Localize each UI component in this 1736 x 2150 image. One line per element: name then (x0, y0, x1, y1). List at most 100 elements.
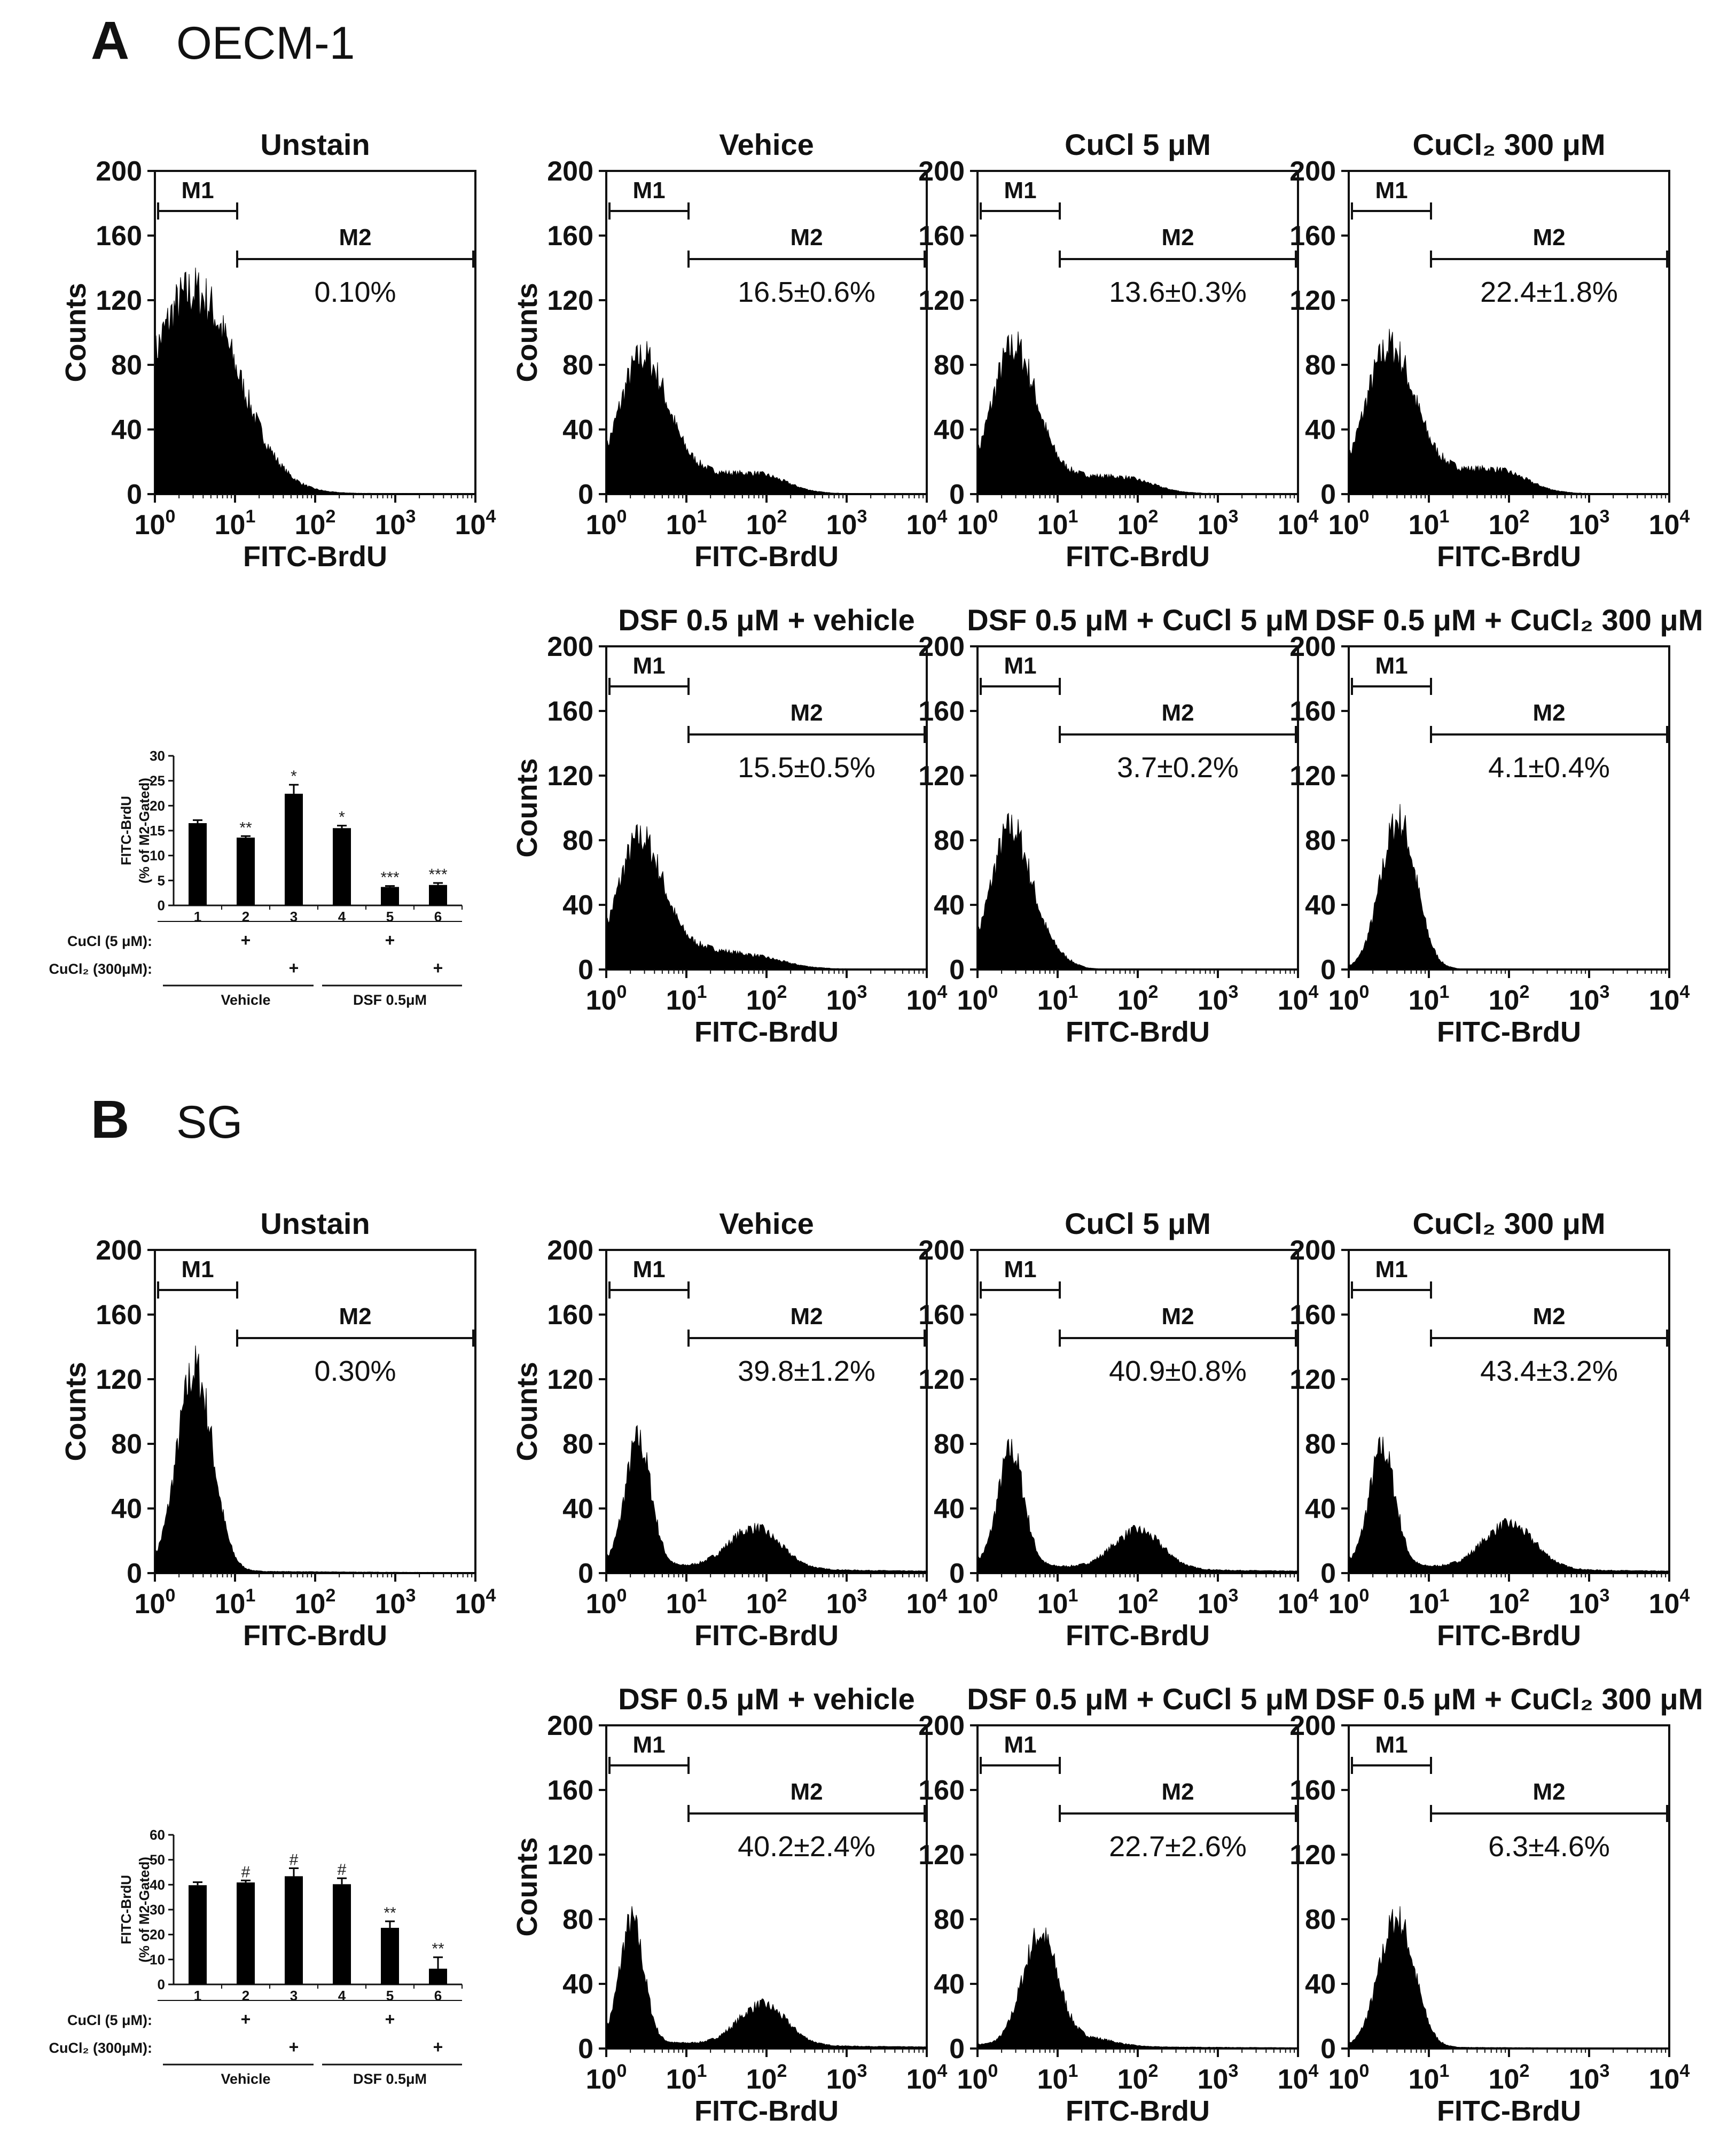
hist-ytick-label: 200 (547, 156, 593, 187)
gate-m2-label: M2 (1161, 224, 1194, 251)
hist-ytick-label: 40 (1305, 415, 1336, 445)
hist-title: CuCl 5 μM (1065, 128, 1211, 161)
hist-xtick-label: 100 (135, 506, 176, 541)
hist-ytick-label: 80 (562, 350, 593, 381)
hist-ytick-label: 0 (949, 479, 965, 510)
hist-xtick-label: 101 (215, 506, 256, 541)
hist-xlabel: FITC-BrdU (694, 2095, 839, 2127)
hist-xlabel: FITC-BrdU (1437, 1016, 1581, 1048)
hist-xtick-label: 103 (1569, 2061, 1610, 2095)
hist-ytick-label: 120 (547, 761, 593, 792)
hist-xtick-label: 104 (1278, 2061, 1319, 2095)
bar-ytick-label: 0 (158, 897, 165, 913)
hist-xtick-label: 103 (1198, 506, 1239, 541)
hist-ytick-label: 160 (547, 696, 593, 727)
hist-ytick-label: 120 (547, 1840, 593, 1871)
hist-xtick-label: 100 (957, 506, 998, 541)
bar-category-label: 4 (338, 1988, 346, 2004)
bar-ylabel-sub: (% of M2-Gated) (136, 778, 152, 884)
hist-ytick-label: 120 (96, 1364, 142, 1395)
hist-title: DSF 0.5 μM + vehicle (618, 603, 915, 637)
hist-xtick-label: 103 (1569, 506, 1610, 541)
hist-ytick-label: 40 (562, 890, 593, 921)
gate-m2-label: M2 (1532, 700, 1565, 726)
bar-row1-sign: + (241, 931, 251, 950)
hist-ytick-label: 0 (949, 2034, 965, 2065)
hist-xtick-label: 102 (746, 506, 787, 541)
hist-ytick-label: 120 (918, 761, 965, 792)
hist-ytick-label: 120 (1289, 1364, 1336, 1395)
bar-category-label: 6 (434, 909, 442, 925)
hist-ytick-label: 160 (918, 696, 965, 727)
bar-significance: *** (428, 866, 447, 884)
bar-ytick-label: 15 (150, 823, 165, 839)
hist-ytick-label: 160 (918, 1300, 965, 1331)
bar-row1-sign: + (241, 2010, 251, 2029)
bar-bar-6 (429, 1968, 447, 1984)
hist-xlabel: FITC-BrdU (1066, 1016, 1210, 1048)
hist-ytick-label: 80 (111, 350, 142, 381)
bar-ytick-label: 20 (150, 798, 165, 814)
hist-xtick-label: 102 (1489, 506, 1530, 541)
hist-histogram-fill (606, 341, 927, 495)
hist-ytick-label: 0 (1320, 479, 1336, 510)
hist-xtick-label: 104 (1278, 982, 1319, 1016)
panel-cell-line: SG (176, 1097, 243, 1148)
hist-xlabel: FITC-BrdU (694, 1620, 839, 1652)
hist-m2-percentage: 4.1±0.4% (1488, 752, 1610, 784)
bar-category-label: 5 (386, 909, 394, 925)
bar-row2-label: CuCl₂ (300μM): (49, 2040, 152, 2056)
hist-histogram-fill (1348, 329, 1670, 495)
hist-ytick-label: 200 (1289, 1710, 1336, 1741)
gate-m2-label: M2 (339, 1303, 371, 1330)
hist-xtick-label: 102 (746, 2061, 787, 2095)
hist-ytick-label: 40 (111, 1494, 142, 1524)
hist-histogram-fill (606, 824, 927, 970)
hist-ytick-label: 0 (949, 1558, 965, 1589)
hist-m2-percentage: 6.3±4.6% (1488, 1831, 1610, 1863)
bar-ytick-label: 20 (150, 1927, 165, 1943)
hist-m2-percentage: 15.5±0.5% (738, 752, 875, 784)
hist-title: DSF 0.5 μM + vehicle (618, 1682, 915, 1716)
hist-xlabel: FITC-BrdU (1066, 1620, 1210, 1652)
bar-ytick-label: 30 (150, 748, 165, 764)
histogram-b-6: 0 40 80 120 160 200 100 101 102 103 104 FITC-BrdU DS… (918, 1682, 1318, 2127)
bar-significance: # (241, 1863, 251, 1881)
hist-ytick-label: 40 (934, 1494, 965, 1524)
hist-ytick-label: 80 (562, 1429, 593, 1460)
hist-title: Unstain (260, 1207, 370, 1240)
bar-ytick-label: 50 (150, 1852, 165, 1868)
hist-ytick-label: 120 (918, 1840, 965, 1871)
hist-title: DSF 0.5 μM + CuCl₂ 300 μM (1315, 1682, 1703, 1716)
hist-title: Unstain (260, 128, 370, 161)
bar-group1-label: Vehicle (221, 992, 270, 1008)
hist-ytick-label: 200 (547, 1710, 593, 1741)
gate-m2-label: M2 (1161, 700, 1194, 726)
bar-row2-label: CuCl₂ (300μM): (49, 961, 152, 977)
hist-xlabel: FITC-BrdU (243, 1620, 387, 1652)
bar-bar-3 (285, 793, 303, 905)
hist-ytick-label: 0 (127, 479, 142, 510)
gate-m1-label: M1 (1004, 177, 1036, 204)
bar-row2-sign: + (289, 2037, 299, 2057)
gate-m2-label: M2 (790, 700, 823, 726)
hist-ytick-label: 200 (547, 631, 593, 662)
hist-xtick-label: 102 (1489, 1585, 1530, 1620)
bar-bar-1 (189, 823, 207, 905)
hist-xtick-label: 100 (957, 1585, 998, 1620)
hist-ytick-label: 120 (96, 285, 142, 316)
hist-xtick-label: 104 (1649, 982, 1690, 1016)
hist-xtick-label: 100 (1328, 1585, 1370, 1620)
bar-significance: *** (380, 869, 399, 887)
hist-xlabel: FITC-BrdU (694, 541, 839, 573)
gate-m2-label: M2 (790, 1779, 823, 1805)
histogram-a-6: 0 40 80 120 160 200 100 101 102 103 104 FITC-BrdU DS… (918, 603, 1318, 1048)
hist-m2-percentage: 13.6±0.3% (1109, 276, 1247, 308)
hist-ytick-label: 40 (1305, 890, 1336, 921)
hist-xtick-label: 101 (1037, 2061, 1078, 2095)
hist-m2-percentage: 40.2±2.4% (738, 1831, 875, 1863)
bar-category-label: 3 (290, 1988, 298, 2004)
